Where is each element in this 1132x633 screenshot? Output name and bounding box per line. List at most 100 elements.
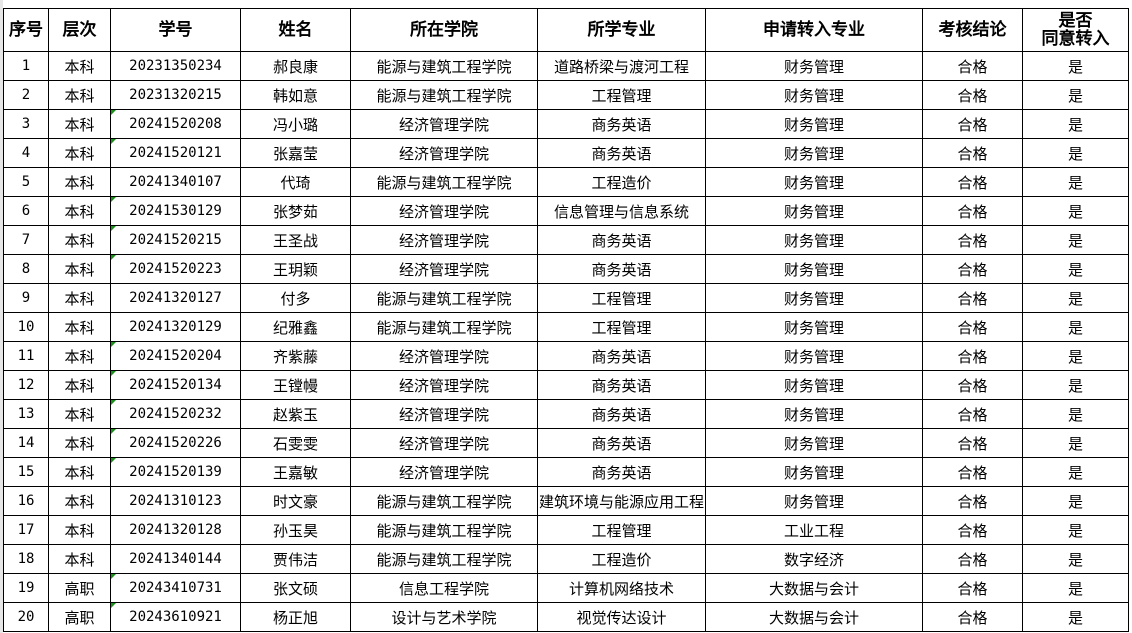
cell-no[interactable]: 3 — [3, 109, 49, 139]
cell-college[interactable]: 能源与建筑工程学院 — [350, 515, 538, 545]
cell-major[interactable]: 商务英语 — [537, 138, 706, 168]
cell-major[interactable]: 计算机网络技术 — [537, 573, 706, 603]
cell-id[interactable]: 20241520208 — [110, 109, 241, 139]
cell-target[interactable]: 财务管理 — [705, 486, 923, 516]
cell-name[interactable]: 纪雅鑫 — [240, 312, 351, 342]
cell-agree[interactable]: 是 — [1022, 51, 1129, 81]
cell-target[interactable]: 大数据与会计 — [705, 602, 923, 632]
cell-major[interactable]: 商务英语 — [537, 341, 706, 371]
cell-level[interactable]: 本科 — [48, 370, 111, 400]
cell-target[interactable]: 财务管理 — [705, 254, 923, 284]
cell-college[interactable]: 能源与建筑工程学院 — [350, 486, 538, 516]
cell-level[interactable]: 本科 — [48, 138, 111, 168]
cell-target[interactable]: 工业工程 — [705, 515, 923, 545]
cell-major[interactable]: 工程造价 — [537, 544, 706, 574]
cell-result[interactable]: 合格 — [922, 312, 1023, 342]
cell-result[interactable]: 合格 — [922, 573, 1023, 603]
cell-agree[interactable]: 是 — [1022, 428, 1129, 458]
cell-level[interactable]: 本科 — [48, 283, 111, 313]
cell-level[interactable]: 本科 — [48, 457, 111, 487]
cell-level[interactable]: 本科 — [48, 254, 111, 284]
cell-agree[interactable]: 是 — [1022, 515, 1129, 545]
cell-name[interactable]: 孙玉昊 — [240, 515, 351, 545]
cell-name[interactable]: 王嘉敏 — [240, 457, 351, 487]
cell-major[interactable]: 工程管理 — [537, 515, 706, 545]
cell-no[interactable]: 6 — [3, 196, 49, 226]
cell-no[interactable]: 19 — [3, 573, 49, 603]
cell-result[interactable]: 合格 — [922, 51, 1023, 81]
header-cell[interactable]: 姓名 — [240, 8, 351, 52]
cell-no[interactable]: 13 — [3, 399, 49, 429]
cell-name[interactable]: 张文硕 — [240, 573, 351, 603]
cell-name[interactable]: 张梦茹 — [240, 196, 351, 226]
cell-name[interactable]: 贾伟洁 — [240, 544, 351, 574]
cell-name[interactable]: 代琦 — [240, 167, 351, 197]
cell-major[interactable]: 道路桥梁与渡河工程 — [537, 51, 706, 81]
header-cell[interactable]: 申请转入专业 — [705, 8, 923, 52]
cell-level[interactable]: 高职 — [48, 573, 111, 603]
cell-college[interactable]: 能源与建筑工程学院 — [350, 80, 538, 110]
cell-major[interactable]: 商务英语 — [537, 254, 706, 284]
cell-no[interactable]: 1 — [3, 51, 49, 81]
cell-target[interactable]: 财务管理 — [705, 457, 923, 487]
cell-result[interactable]: 合格 — [922, 80, 1023, 110]
cell-college[interactable]: 经济管理学院 — [350, 196, 538, 226]
cell-major[interactable]: 信息管理与信息系统 — [537, 196, 706, 226]
cell-major[interactable]: 商务英语 — [537, 225, 706, 255]
cell-target[interactable]: 财务管理 — [705, 312, 923, 342]
cell-name[interactable]: 石雯雯 — [240, 428, 351, 458]
cell-id[interactable]: 20241320129 — [110, 312, 241, 342]
cell-name[interactable]: 张嘉莹 — [240, 138, 351, 168]
cell-level[interactable]: 本科 — [48, 109, 111, 139]
cell-no[interactable]: 17 — [3, 515, 49, 545]
cell-agree[interactable]: 是 — [1022, 544, 1129, 574]
cell-major[interactable]: 工程管理 — [537, 312, 706, 342]
cell-name[interactable]: 时文豪 — [240, 486, 351, 516]
cell-level[interactable]: 本科 — [48, 341, 111, 371]
cell-target[interactable]: 财务管理 — [705, 109, 923, 139]
cell-no[interactable]: 16 — [3, 486, 49, 516]
cell-target[interactable]: 财务管理 — [705, 283, 923, 313]
cell-result[interactable]: 合格 — [922, 341, 1023, 371]
cell-name[interactable]: 付多 — [240, 283, 351, 313]
cell-level[interactable]: 本科 — [48, 544, 111, 574]
cell-college[interactable]: 经济管理学院 — [350, 109, 538, 139]
cell-result[interactable]: 合格 — [922, 515, 1023, 545]
cell-id[interactable]: 20241520134 — [110, 370, 241, 400]
cell-no[interactable]: 4 — [3, 138, 49, 168]
cell-college[interactable]: 能源与建筑工程学院 — [350, 544, 538, 574]
cell-result[interactable]: 合格 — [922, 428, 1023, 458]
cell-target[interactable]: 数字经济 — [705, 544, 923, 574]
cell-name[interactable]: 郝良康 — [240, 51, 351, 81]
header-cell[interactable]: 序号 — [3, 8, 49, 52]
cell-id[interactable]: 20241520121 — [110, 138, 241, 168]
cell-major[interactable]: 商务英语 — [537, 399, 706, 429]
cell-agree[interactable]: 是 — [1022, 283, 1129, 313]
cell-no[interactable]: 5 — [3, 167, 49, 197]
cell-level[interactable]: 本科 — [48, 80, 111, 110]
cell-major[interactable]: 建筑环境与能源应用工程 — [537, 486, 706, 516]
cell-result[interactable]: 合格 — [922, 486, 1023, 516]
cell-major[interactable]: 商务英语 — [537, 428, 706, 458]
header-cell[interactable]: 学号 — [110, 8, 241, 52]
cell-result[interactable]: 合格 — [922, 457, 1023, 487]
cell-result[interactable]: 合格 — [922, 283, 1023, 313]
cell-result[interactable]: 合格 — [922, 602, 1023, 632]
cell-agree[interactable]: 是 — [1022, 399, 1129, 429]
cell-id[interactable]: 20241530129 — [110, 196, 241, 226]
cell-id[interactable]: 20243610921 — [110, 602, 241, 632]
cell-major[interactable]: 视觉传达设计 — [537, 602, 706, 632]
cell-level[interactable]: 本科 — [48, 515, 111, 545]
cell-college[interactable]: 经济管理学院 — [350, 254, 538, 284]
cell-level[interactable]: 本科 — [48, 428, 111, 458]
cell-no[interactable]: 8 — [3, 254, 49, 284]
cell-level[interactable]: 本科 — [48, 167, 111, 197]
cell-college[interactable]: 经济管理学院 — [350, 225, 538, 255]
cell-college[interactable]: 经济管理学院 — [350, 370, 538, 400]
cell-no[interactable]: 10 — [3, 312, 49, 342]
cell-college[interactable]: 能源与建筑工程学院 — [350, 167, 538, 197]
cell-name[interactable]: 王玥颖 — [240, 254, 351, 284]
cell-name[interactable]: 王镗幔 — [240, 370, 351, 400]
cell-level[interactable]: 本科 — [48, 399, 111, 429]
header-cell[interactable]: 是否 同意转入 — [1022, 8, 1129, 52]
